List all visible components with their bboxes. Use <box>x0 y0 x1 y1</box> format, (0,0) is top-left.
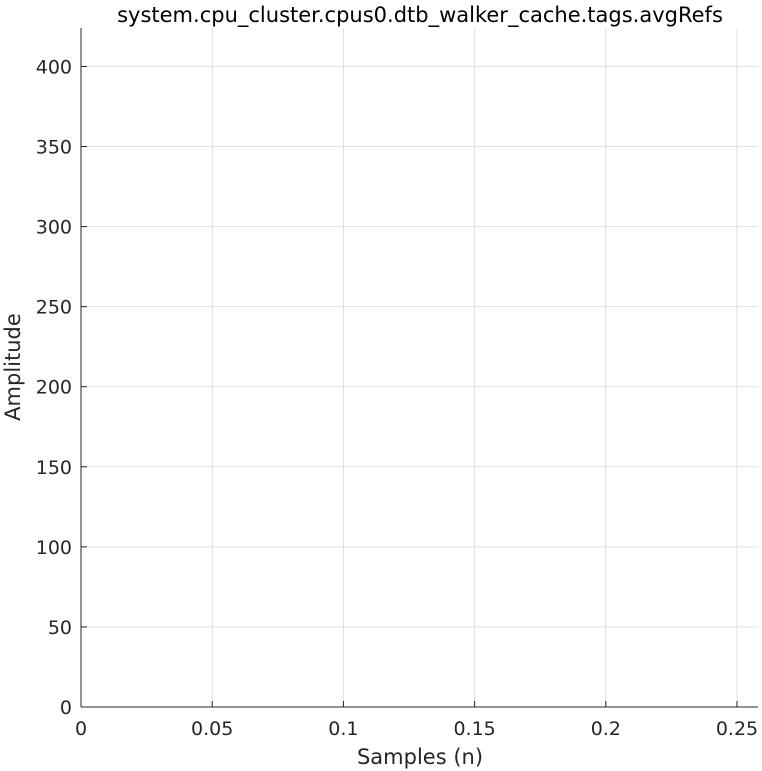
x-tick-label: 0.1 <box>328 718 358 740</box>
y-tick-label: 400 <box>36 56 72 78</box>
y-axis-title: Amplitude <box>1 313 25 421</box>
chart-title: system.cpu_cluster.cpus0.dtb_walker_cach… <box>117 3 723 28</box>
y-ticks: 0 50 100 150 200 250 300 350 400 <box>36 56 87 719</box>
x-tick-label: 0.05 <box>191 718 233 740</box>
y-tick-label: 150 <box>36 457 72 479</box>
x-tick-label: 0.25 <box>716 718 758 740</box>
x-tick-label: 0.2 <box>591 718 621 740</box>
x-axis-title: Samples (n) <box>357 745 483 769</box>
y-tick-label: 50 <box>48 617 72 639</box>
y-tick-label: 200 <box>36 377 72 399</box>
x-ticks: 0 0.05 0.1 0.15 0.2 0.25 <box>75 701 758 740</box>
grid <box>81 28 758 707</box>
y-tick-label: 300 <box>36 217 72 239</box>
y-tick-label: 100 <box>36 537 72 559</box>
y-tick-label: 250 <box>36 297 72 319</box>
y-tick-label: 350 <box>36 137 72 159</box>
axes <box>80 28 758 708</box>
y-tick-label: 0 <box>60 697 72 719</box>
x-tick-label: 0.15 <box>453 718 495 740</box>
x-tick-label: 0 <box>75 718 87 740</box>
